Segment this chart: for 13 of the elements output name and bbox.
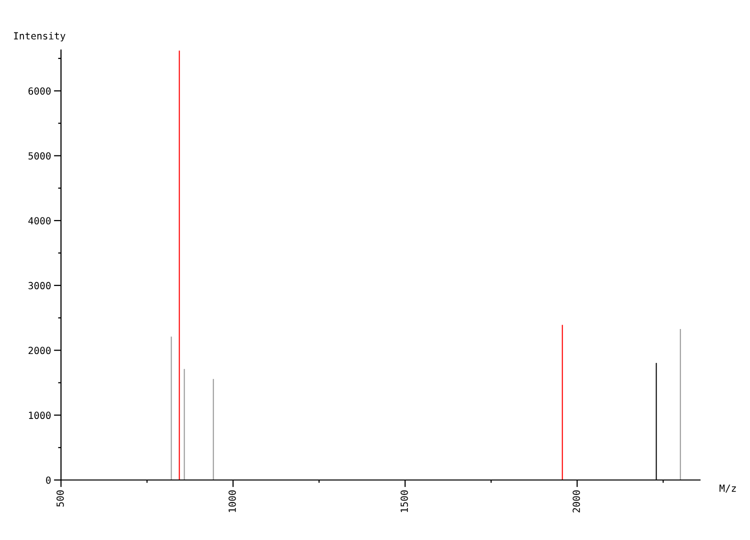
x-tick-label: 1000 [228,490,236,512]
x-axis-title: M/z [720,484,736,493]
y-tick-label: 4000 [28,217,51,224]
y-tick-label: 1000 [29,412,51,419]
y-tick-label: 6000 [28,87,51,95]
x-tick-label: 500 [56,490,64,507]
x-tick-label: 2000 [572,490,580,512]
y-tick-label: 0 [46,476,51,484]
x-tick-label: 1500 [400,490,408,512]
y-tick-label: 2000 [28,346,51,354]
y-tick-label: 3000 [28,282,51,290]
y-tick-label: 5000 [28,152,51,160]
y-axis-title: Intensity [14,32,66,42]
